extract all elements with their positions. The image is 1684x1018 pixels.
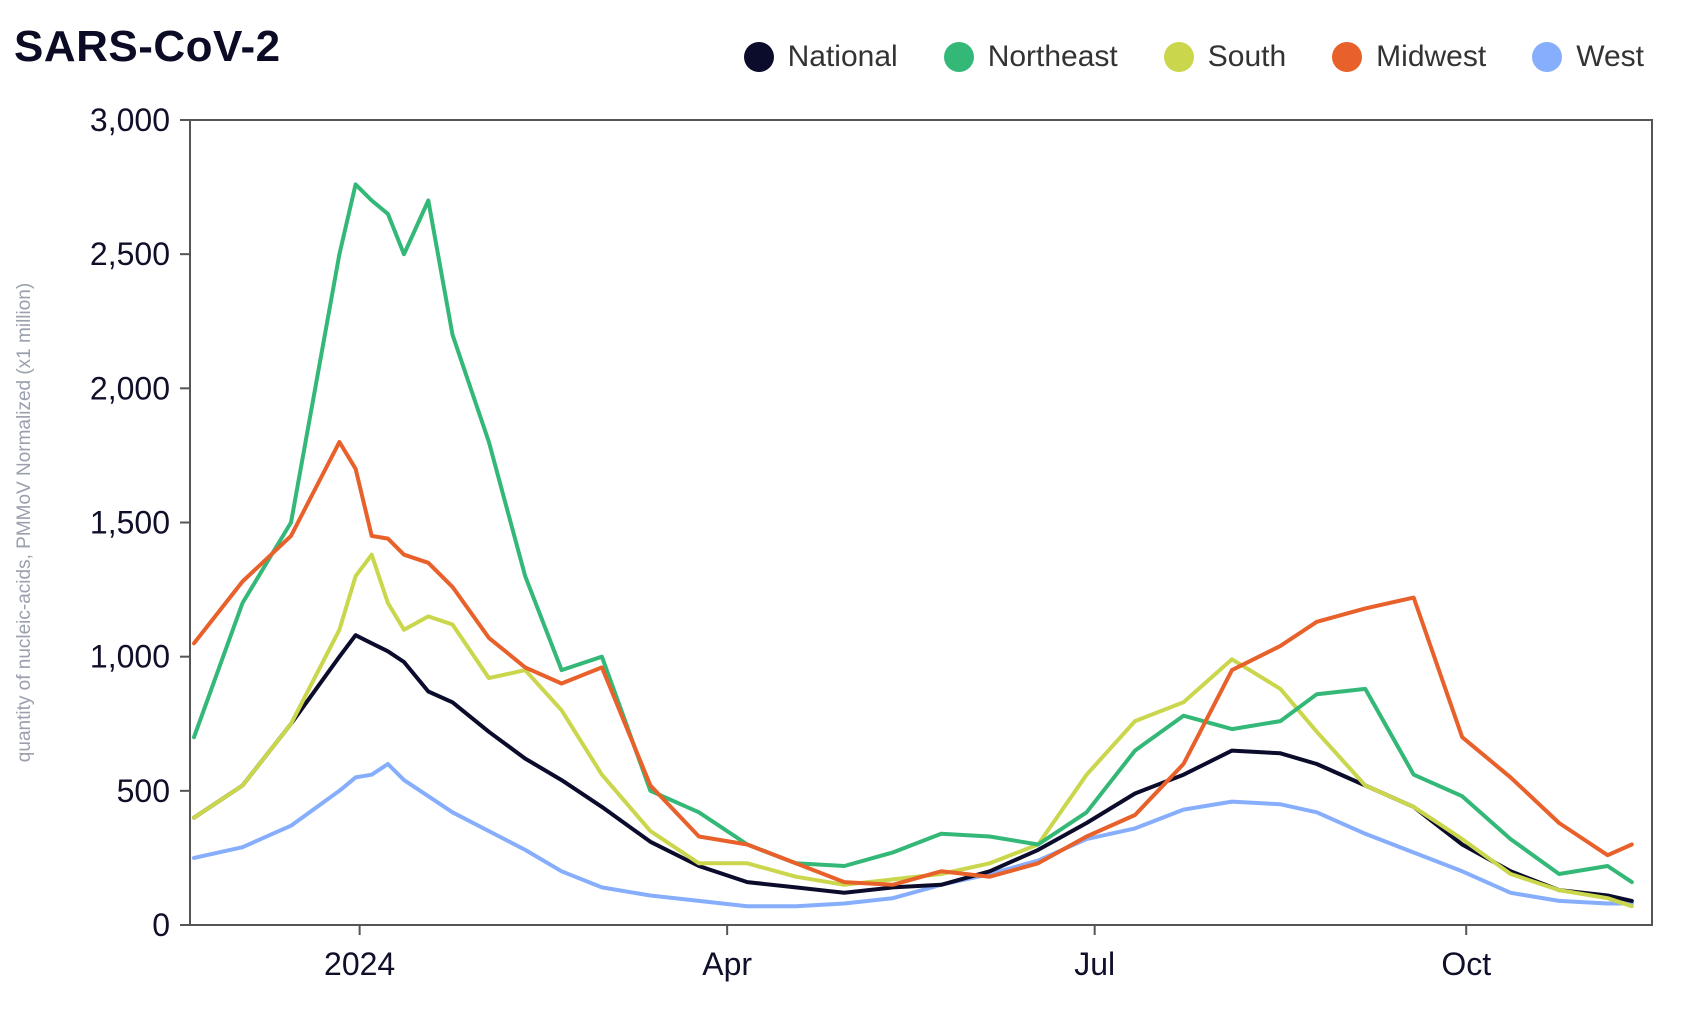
y-tick-label: 2,500 xyxy=(90,236,170,272)
legend-label-national: National xyxy=(787,40,898,73)
x-tick-label: Jul xyxy=(1074,946,1115,982)
legend-item-northeast[interactable]: Northeast xyxy=(943,40,1118,74)
y-axis-label: quantity of nucleic-acids, PMMoV Normali… xyxy=(14,283,35,762)
legend-label-midwest: Midwest xyxy=(1376,40,1487,73)
y-tick-label: 0 xyxy=(152,907,170,943)
legend-swatch-northeast xyxy=(943,42,974,72)
y-tick-label: 1,500 xyxy=(90,505,170,541)
legend-item-west[interactable]: West xyxy=(1532,40,1644,74)
legend-item-midwest[interactable]: Midwest xyxy=(1332,40,1486,74)
series-line-west[interactable] xyxy=(192,762,1634,909)
series-line-midwest[interactable] xyxy=(192,440,1634,887)
series-line-northeast[interactable] xyxy=(192,182,1634,885)
legend-swatch-midwest xyxy=(1332,42,1363,72)
y-axis: 0 500 1,000 1,500 2,000 2,500 3,000 xyxy=(90,102,190,943)
legend-item-national[interactable]: National xyxy=(743,40,898,74)
chart-title: SARS-CoV-2 xyxy=(14,22,281,71)
legend-label-west: West xyxy=(1576,40,1644,73)
legend: National Northeast South Midwest West xyxy=(743,40,1644,74)
x-tick-label: 2024 xyxy=(324,946,395,982)
legend-label-northeast: Northeast xyxy=(987,40,1118,73)
plot-frame xyxy=(189,119,1653,926)
x-axis: 2024 Apr Jul Oct xyxy=(324,925,1491,982)
y-tick-label: 2,000 xyxy=(90,370,170,406)
y-tick-label: 3,000 xyxy=(90,102,170,138)
legend-swatch-west xyxy=(1532,42,1563,72)
y-tick-label: 500 xyxy=(117,773,170,809)
legend-swatch-south xyxy=(1163,42,1194,72)
series-line-national[interactable] xyxy=(192,633,1634,903)
legend-item-south[interactable]: South xyxy=(1163,40,1287,74)
legend-swatch-national xyxy=(743,42,774,72)
x-tick-label: Apr xyxy=(702,946,752,982)
y-tick-label: 1,000 xyxy=(90,639,170,675)
legend-label-south: South xyxy=(1207,40,1287,73)
series-layer xyxy=(192,182,1634,909)
series-line-south[interactable] xyxy=(192,552,1634,909)
x-tick-label: Oct xyxy=(1441,946,1491,982)
